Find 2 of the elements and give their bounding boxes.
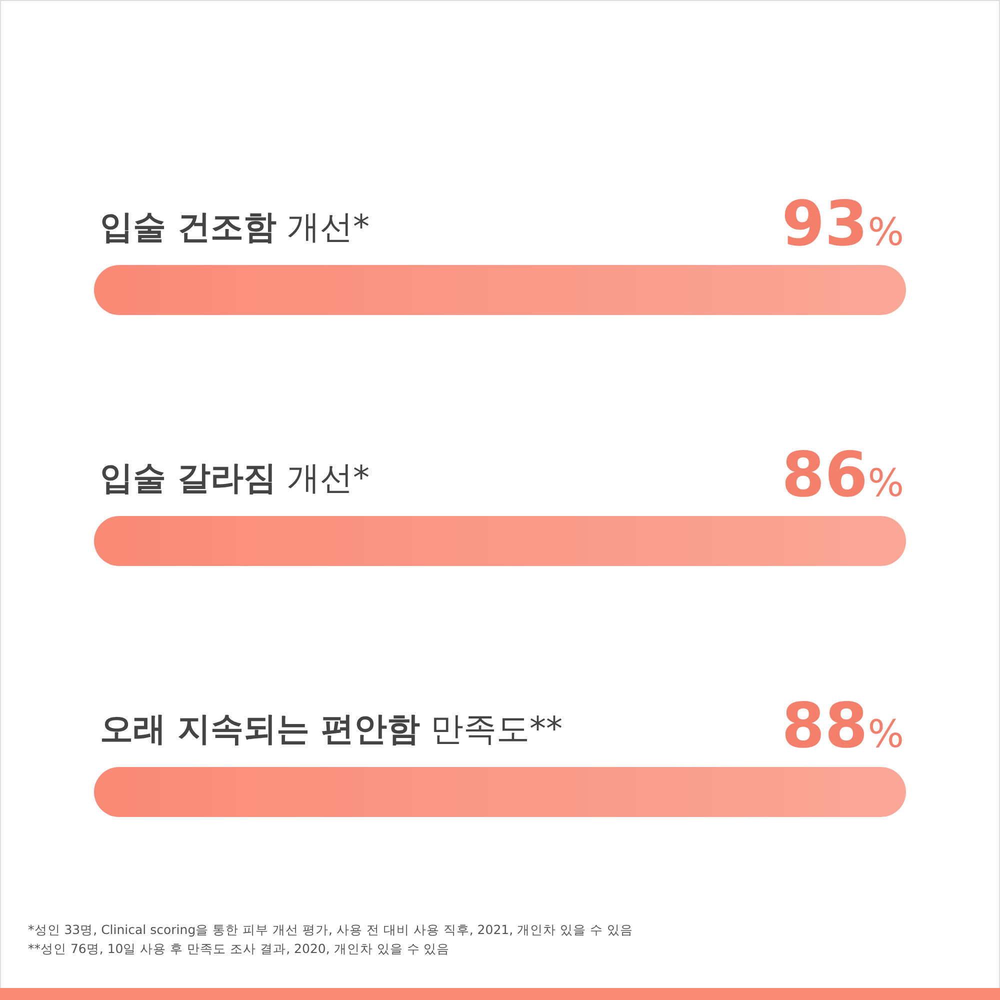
annotation: **성인 76명, 10일 사용 후 만족도 조사 결과, 2020, 개인차 있을 수 있음 (28, 941, 450, 956)
annotation: *성인 33명, Clinical scoring을 통한 피부 개선 평가, 사용 전 대비 사용 직후, 2021, 개인차 있을 수 있음 (28, 922, 633, 937)
